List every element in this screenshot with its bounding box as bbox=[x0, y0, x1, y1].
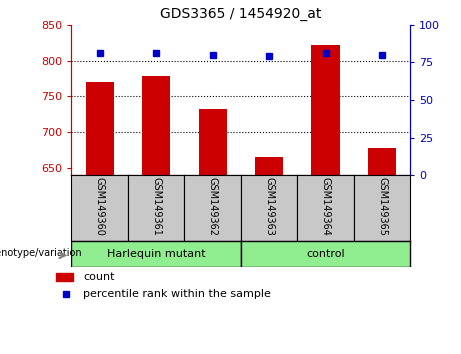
Text: GSM149360: GSM149360 bbox=[95, 177, 105, 236]
Text: genotype/variation: genotype/variation bbox=[0, 248, 82, 258]
Text: GSM149364: GSM149364 bbox=[320, 177, 331, 236]
Text: Harlequin mutant: Harlequin mutant bbox=[107, 249, 206, 259]
FancyBboxPatch shape bbox=[56, 273, 73, 281]
Bar bbox=[86, 82, 114, 175]
Bar bbox=[312, 45, 340, 175]
Text: GSM149361: GSM149361 bbox=[151, 177, 161, 236]
Text: GSM149365: GSM149365 bbox=[377, 177, 387, 236]
Text: count: count bbox=[83, 272, 114, 282]
Title: GDS3365 / 1454920_at: GDS3365 / 1454920_at bbox=[160, 7, 322, 21]
Text: GSM149362: GSM149362 bbox=[207, 177, 218, 236]
Text: control: control bbox=[306, 249, 345, 259]
Bar bbox=[255, 156, 283, 175]
Bar bbox=[199, 109, 227, 175]
Text: percentile rank within the sample: percentile rank within the sample bbox=[83, 289, 271, 299]
Bar bbox=[142, 76, 170, 175]
Text: GSM149363: GSM149363 bbox=[264, 177, 274, 236]
Bar bbox=[368, 148, 396, 175]
